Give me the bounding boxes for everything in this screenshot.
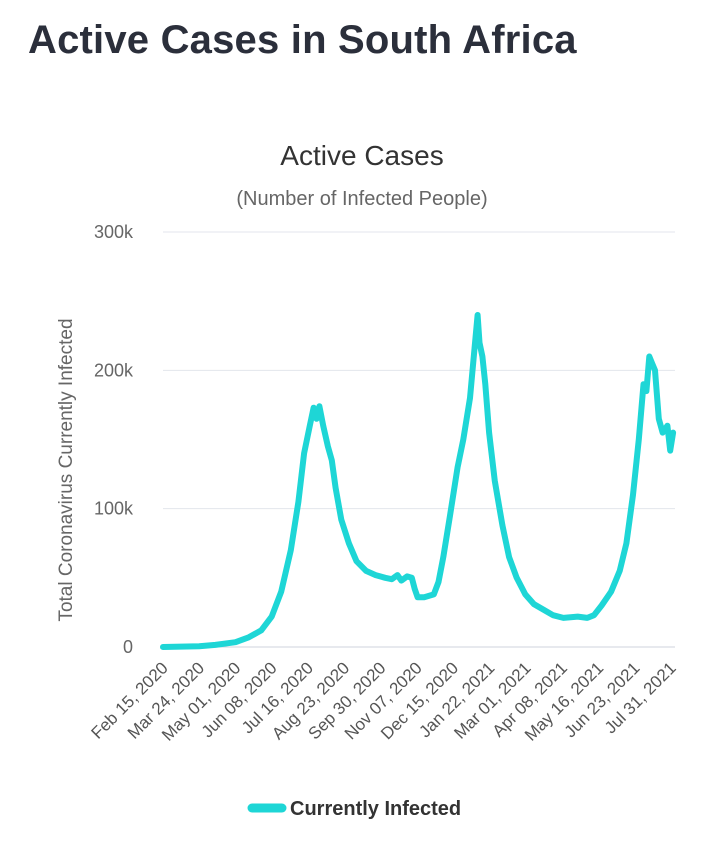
y-tick-label: 300k — [94, 222, 134, 242]
y-tick-label: 0 — [123, 637, 133, 657]
active-cases-chart: Active Cases (Number of Infected People)… — [56, 140, 680, 820]
y-tick-label: 200k — [94, 360, 134, 380]
chart-subtitle: (Number of Infected People) — [236, 188, 487, 210]
legend-label-currently-infected[interactable]: Currently Infected — [290, 798, 461, 820]
series-layer — [160, 312, 677, 650]
chart-title: Active Cases — [280, 140, 443, 171]
series-line-currently-infected — [160, 312, 677, 650]
y-axis-ticks: 0 100k 200k 300k — [94, 222, 134, 657]
y-axis-label: Total Coronavirus Currently Infected — [56, 318, 77, 621]
page-title: Active Cases in South Africa — [28, 18, 577, 62]
chart-grid — [163, 231, 675, 648]
y-tick-label: 100k — [94, 499, 134, 519]
chart-legend[interactable]: Currently Infected — [247, 798, 461, 820]
